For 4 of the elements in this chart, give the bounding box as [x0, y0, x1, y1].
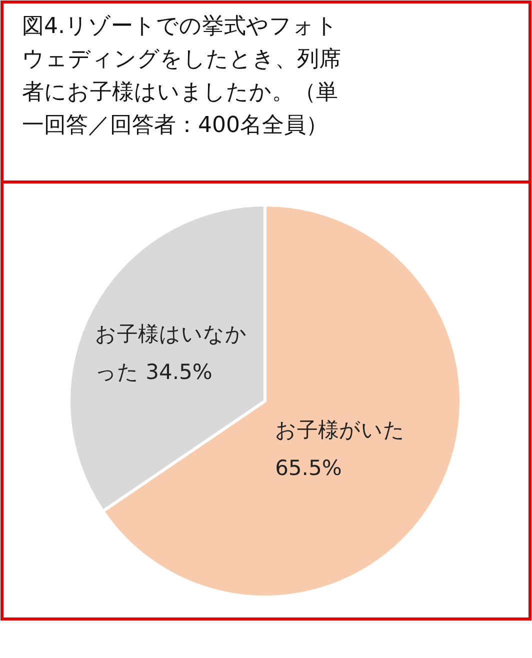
data-label: 65.5% — [275, 456, 342, 480]
chart-title: 図4.リゾートでの挙式やフォトウェディングをしたとき、列席者にお子様はいましたか。（単一回答／回答者：400名全員） — [22, 13, 342, 140]
slice-label: お子様はいなかった 34.5% — [94, 321, 248, 386]
slice-label: お子様がいた — [275, 418, 406, 442]
